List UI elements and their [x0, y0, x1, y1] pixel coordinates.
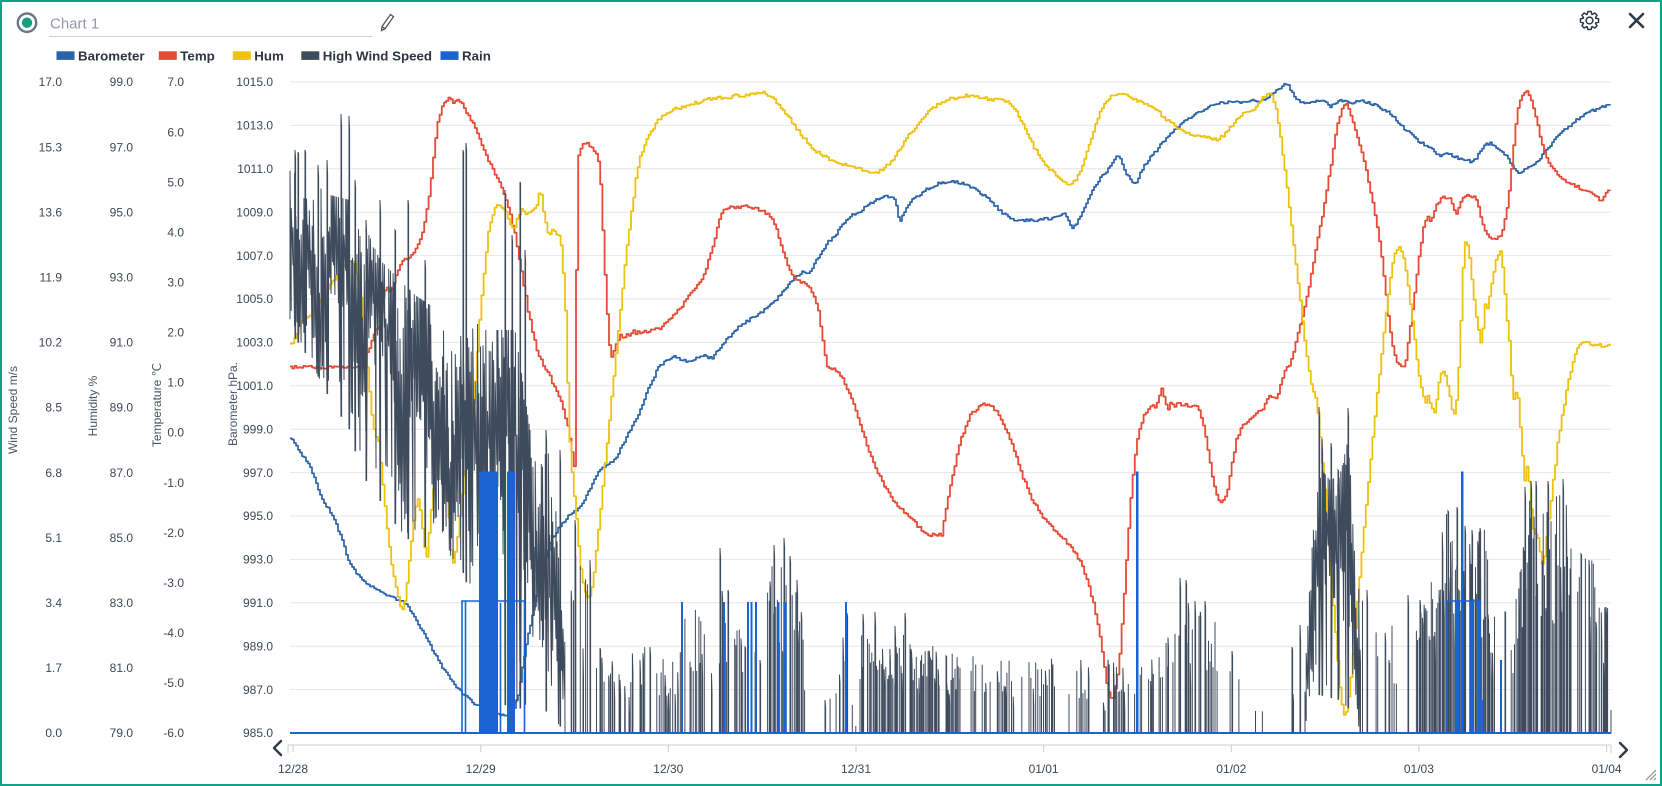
svg-text:Barometer: Barometer: [78, 48, 145, 63]
svg-text:Chart 1: Chart 1: [50, 16, 99, 33]
svg-text:991.0: 991.0: [243, 596, 273, 610]
svg-text:1001.0: 1001.0: [236, 379, 273, 393]
svg-text:1007.0: 1007.0: [236, 249, 273, 263]
svg-text:Wind Speed m/s: Wind Speed m/s: [6, 366, 20, 454]
svg-text:0.0: 0.0: [167, 426, 184, 440]
svg-text:-6.0: -6.0: [163, 726, 184, 740]
svg-text:12/30: 12/30: [653, 762, 683, 776]
svg-text:1015.0: 1015.0: [236, 75, 273, 89]
svg-text:6.0: 6.0: [167, 125, 184, 139]
svg-text:99.0: 99.0: [110, 75, 134, 89]
svg-text:Barometer hPa.: Barometer hPa.: [226, 362, 240, 446]
svg-text:1.7: 1.7: [45, 661, 62, 675]
svg-text:6.8: 6.8: [45, 466, 62, 480]
svg-text:83.0: 83.0: [110, 596, 134, 610]
svg-text:3.4: 3.4: [45, 596, 62, 610]
svg-text:89.0: 89.0: [110, 401, 134, 415]
svg-text:3.0: 3.0: [167, 276, 184, 290]
svg-text:993.0: 993.0: [243, 553, 273, 567]
svg-text:12/31: 12/31: [841, 762, 871, 776]
svg-text:1005.0: 1005.0: [236, 292, 273, 306]
svg-text:12/28: 12/28: [278, 762, 308, 776]
svg-text:01/03: 01/03: [1404, 762, 1434, 776]
svg-text:7.0: 7.0: [167, 75, 184, 89]
svg-text:11.9: 11.9: [40, 271, 63, 285]
svg-text:-3.0: -3.0: [163, 576, 184, 590]
svg-text:987.0: 987.0: [243, 683, 273, 697]
svg-text:High Wind Speed: High Wind Speed: [323, 48, 432, 63]
svg-text:1.0: 1.0: [167, 376, 184, 390]
svg-text:999.0: 999.0: [243, 422, 273, 436]
svg-text:81.0: 81.0: [110, 661, 134, 675]
svg-text:87.0: 87.0: [110, 466, 134, 480]
svg-text:989.0: 989.0: [243, 639, 273, 653]
svg-text:1011.0: 1011.0: [237, 162, 273, 176]
svg-text:95.0: 95.0: [110, 205, 134, 219]
svg-text:995.0: 995.0: [243, 509, 273, 523]
svg-text:12/29: 12/29: [466, 762, 496, 776]
svg-text:5.0: 5.0: [167, 175, 184, 189]
svg-text:0.0: 0.0: [45, 726, 62, 740]
svg-text:997.0: 997.0: [243, 466, 273, 480]
svg-text:5.1: 5.1: [45, 531, 62, 545]
svg-text:8.5: 8.5: [45, 401, 62, 415]
svg-text:01/04: 01/04: [1592, 762, 1622, 776]
svg-text:17.0: 17.0: [39, 75, 63, 89]
svg-text:15.3: 15.3: [39, 140, 63, 154]
svg-text:-2.0: -2.0: [163, 526, 184, 540]
svg-text:-1.0: -1.0: [163, 476, 184, 490]
svg-text:-5.0: -5.0: [163, 676, 184, 690]
svg-text:1003.0: 1003.0: [236, 336, 273, 350]
svg-text:-4.0: -4.0: [163, 626, 184, 640]
svg-text:91.0: 91.0: [110, 336, 134, 350]
svg-text:79.0: 79.0: [110, 726, 134, 740]
svg-text:97.0: 97.0: [110, 140, 134, 154]
svg-text:4.0: 4.0: [167, 225, 184, 239]
svg-text:10.2: 10.2: [39, 336, 63, 350]
svg-text:93.0: 93.0: [110, 271, 134, 285]
svg-text:13.6: 13.6: [39, 205, 63, 219]
svg-text:01/02: 01/02: [1216, 762, 1246, 776]
svg-text:1009.0: 1009.0: [236, 205, 273, 219]
svg-text:2.0: 2.0: [167, 326, 184, 340]
svg-text:Rain: Rain: [462, 48, 491, 63]
svg-text:Temperature ℃: Temperature ℃: [150, 363, 164, 447]
svg-text:85.0: 85.0: [110, 531, 134, 545]
svg-text:Hum: Hum: [254, 48, 284, 63]
svg-text:1013.0: 1013.0: [236, 119, 273, 133]
svg-text:Temp: Temp: [180, 48, 214, 63]
svg-text:985.0: 985.0: [243, 726, 273, 740]
svg-text:Humidity %: Humidity %: [86, 375, 100, 436]
svg-text:01/01: 01/01: [1029, 762, 1059, 776]
